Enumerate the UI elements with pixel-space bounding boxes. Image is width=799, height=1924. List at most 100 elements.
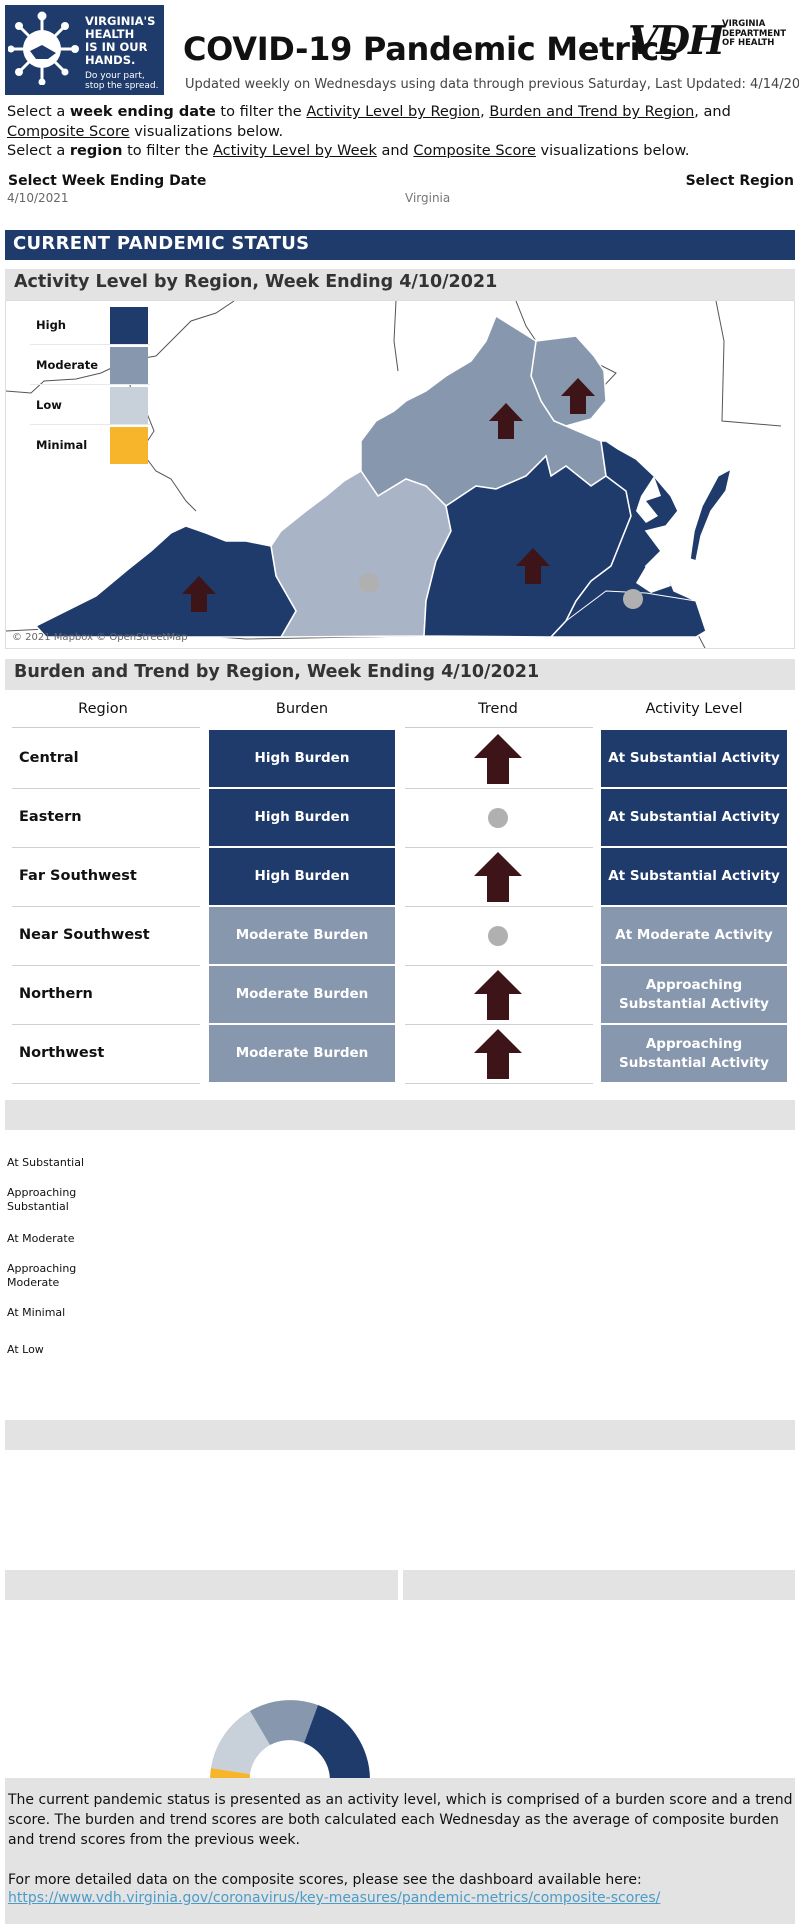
row-rule bbox=[12, 1083, 200, 1084]
activity-label-at-low: At Low bbox=[7, 1343, 44, 1356]
map-trend-flat-dot-icon bbox=[623, 589, 643, 609]
activity-label-approaching-substantial: Approaching Substantial bbox=[7, 1186, 77, 1213]
row-rule bbox=[405, 847, 593, 848]
last-updated-text: Updated weekly on Wednesdays using data … bbox=[185, 77, 799, 92]
trend-flat-dot-icon bbox=[488, 925, 508, 946]
section-header-bar-right bbox=[403, 1570, 795, 1600]
activity-by-week-header bbox=[5, 1100, 795, 1130]
week-ending-date-select[interactable]: 4/10/2021 bbox=[7, 191, 69, 205]
activity-level-cell[interactable]: Approaching Substantial Activity bbox=[601, 1025, 787, 1082]
activity-level-cell[interactable]: At Substantial Activity bbox=[601, 789, 787, 846]
logo-text: VIRGINIA'S HEALTH IS IN OUR HANDS. bbox=[85, 14, 156, 67]
composite-scores-dashboard-link[interactable]: https://www.vdh.virginia.gov/coronavirus… bbox=[8, 1890, 661, 1906]
map-trend-up-arrow-icon bbox=[516, 548, 550, 584]
burden-cell[interactable]: High Burden bbox=[209, 730, 395, 787]
row-rule bbox=[12, 1024, 200, 1025]
legend-swatch bbox=[110, 387, 148, 424]
trend-cell[interactable] bbox=[405, 848, 591, 905]
map-region-near-southwest[interactable] bbox=[270, 469, 452, 638]
burden-cell[interactable]: High Burden bbox=[209, 789, 395, 846]
header-rule bbox=[405, 727, 593, 728]
legend-item-minimal: Minimal bbox=[30, 425, 150, 465]
week-ending-date-label: Select Week Ending Date bbox=[8, 173, 207, 189]
activity-label-at-moderate: At Moderate bbox=[7, 1232, 75, 1245]
header-rule bbox=[12, 727, 200, 728]
row-rule bbox=[405, 788, 593, 789]
burden-cell[interactable]: Moderate Burden bbox=[209, 966, 395, 1023]
map-region-far-southwest[interactable] bbox=[34, 525, 297, 638]
map-state-border bbox=[515, 301, 537, 342]
trend-cell[interactable] bbox=[405, 1025, 591, 1082]
trend-cell[interactable] bbox=[405, 730, 591, 787]
trend-up-arrow-icon bbox=[474, 851, 522, 902]
instruction-line-2: Select a region to filter the Activity L… bbox=[7, 143, 690, 159]
map-trend-up-arrow-icon bbox=[182, 576, 216, 612]
region-name: Eastern bbox=[19, 809, 82, 825]
column-header-activity-level: Activity Level bbox=[645, 701, 743, 717]
legend-swatch bbox=[110, 427, 148, 464]
trend-flat-dot-icon bbox=[488, 807, 508, 828]
row-rule bbox=[12, 847, 200, 848]
column-header-trend: Trend bbox=[478, 701, 518, 717]
map-trend-flat-dot-icon bbox=[359, 573, 379, 593]
trend-up-arrow-icon bbox=[474, 1028, 522, 1079]
map-region-eastern[interactable] bbox=[549, 440, 707, 638]
trend-up-arrow-icon bbox=[474, 969, 522, 1020]
trend-cell[interactable] bbox=[405, 966, 591, 1023]
vdh-logo: VDH bbox=[628, 18, 725, 64]
activity-level-cell[interactable]: At Moderate Activity bbox=[601, 907, 787, 964]
footer-note-box bbox=[5, 1778, 795, 1924]
composite-score-gauge[interactable] bbox=[200, 1690, 380, 1782]
footer-note: The current pandemic status is presented… bbox=[8, 1792, 793, 1888]
instruction-line-1: Select a week ending date to filter the … bbox=[7, 104, 731, 140]
map-region-eastern-shore[interactable] bbox=[689, 467, 733, 562]
region-select[interactable]: Virginia bbox=[405, 191, 451, 205]
section-header-bar-left bbox=[5, 1570, 398, 1600]
gauge-segment-moderate bbox=[250, 1700, 318, 1745]
row-rule bbox=[405, 1024, 593, 1025]
column-header-burden: Burden bbox=[275, 701, 329, 717]
burden-cell[interactable]: High Burden bbox=[209, 848, 395, 905]
map-attribution: © 2021 Mapbox © OpenStreetMap bbox=[12, 632, 188, 643]
activity-label-at-minimal: At Minimal bbox=[7, 1306, 66, 1319]
map-water bbox=[636, 476, 661, 523]
activity-label-at-substantial: At Substantial bbox=[7, 1156, 84, 1169]
page-title: COVID-19 Pandemic Metrics bbox=[183, 30, 678, 68]
composite-score-link-2[interactable]: Composite Score bbox=[413, 143, 536, 159]
legend-swatch bbox=[110, 307, 148, 344]
trend-up-arrow-icon bbox=[474, 733, 522, 784]
row-rule bbox=[405, 1083, 593, 1084]
burden-trend-link[interactable]: Burden and Trend by Region bbox=[489, 104, 695, 120]
region-name: Far Southwest bbox=[19, 868, 137, 884]
map-trend-up-arrow-icon bbox=[489, 403, 523, 439]
vdh-logo-subtext: VIRGINIA DEPARTMENT OF HEALTH bbox=[722, 19, 787, 48]
column-header-region: Region bbox=[78, 701, 128, 717]
activity-level-cell[interactable]: Approaching Substantial Activity bbox=[601, 966, 787, 1023]
activity-by-week-link[interactable]: Activity Level by Week bbox=[213, 143, 377, 159]
gauge-segment-minimal bbox=[210, 1768, 250, 1780]
composite-score-link[interactable]: Composite Score bbox=[7, 123, 130, 140]
section-header-bar bbox=[5, 1420, 795, 1450]
activity-level-cell[interactable]: At Substantial Activity bbox=[601, 848, 787, 905]
burden-cell[interactable]: Moderate Burden bbox=[209, 1025, 395, 1082]
legend-item-low: Low bbox=[30, 385, 150, 425]
logo-subtext: Do your part, stop the spread. bbox=[85, 71, 159, 91]
trend-cell[interactable] bbox=[405, 907, 591, 964]
map-trend-up-arrow-icon bbox=[561, 378, 595, 414]
region-name: Northwest bbox=[19, 1045, 105, 1061]
region-name: Near Southwest bbox=[19, 927, 150, 943]
region-name: Central bbox=[19, 750, 79, 766]
activity-level-cell[interactable]: At Substantial Activity bbox=[601, 730, 787, 787]
region-label: Select Region bbox=[685, 173, 794, 189]
burden-cell[interactable]: Moderate Burden bbox=[209, 907, 395, 964]
virginia-health-logo: VIRGINIA'S HEALTH IS IN OUR HANDS. Do yo… bbox=[5, 5, 164, 95]
virginia-map-svg[interactable] bbox=[6, 301, 795, 649]
trend-cell[interactable] bbox=[405, 789, 591, 846]
virus-icon bbox=[8, 11, 79, 85]
row-rule bbox=[405, 906, 593, 907]
current-pandemic-status-banner: CURRENT PANDEMIC STATUS bbox=[5, 230, 795, 260]
map-state-border bbox=[595, 362, 617, 390]
activity-by-region-link[interactable]: Activity Level by Region bbox=[306, 104, 481, 120]
row-rule bbox=[12, 906, 200, 907]
map-state-border bbox=[715, 301, 782, 427]
